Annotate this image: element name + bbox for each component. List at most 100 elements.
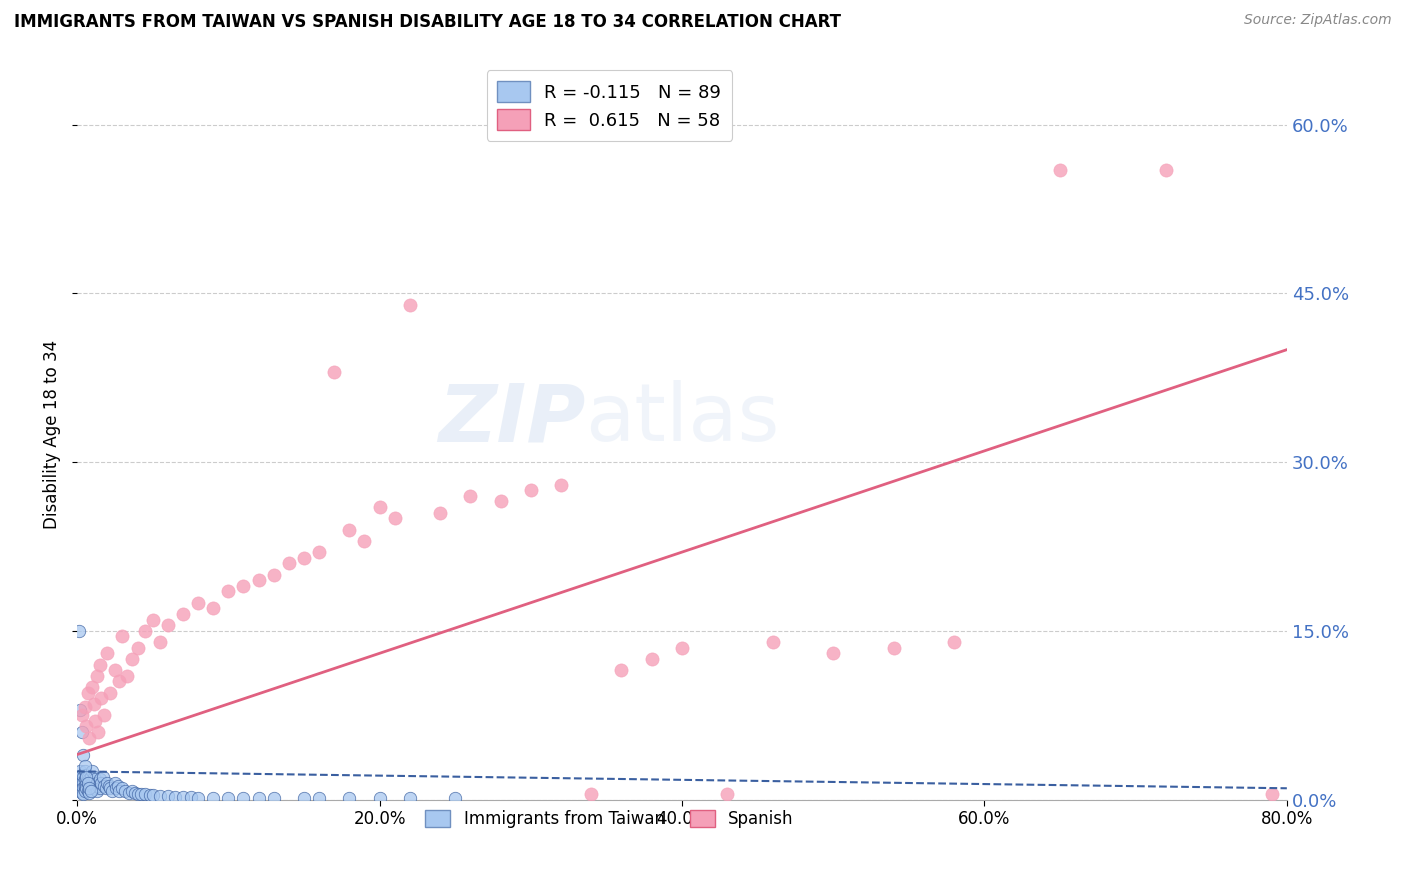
- Point: [75, 775, 97, 789]
- Point: [308, 545, 330, 559]
- Point: [337, 791, 360, 805]
- Point: [716, 787, 738, 801]
- Point: [76, 775, 98, 789]
- Point: [70, 725, 93, 739]
- Point: [671, 640, 693, 655]
- Point: [73, 764, 96, 779]
- Point: [121, 783, 143, 797]
- Point: [77, 772, 100, 787]
- Point: [70, 708, 93, 723]
- Text: IMMIGRANTS FROM TAIWAN VS SPANISH DISABILITY AGE 18 TO 34 CORRELATION CHART: IMMIGRANTS FROM TAIWAN VS SPANISH DISABI…: [14, 13, 841, 31]
- Point: [823, 646, 845, 660]
- Point: [292, 550, 315, 565]
- Point: [82, 680, 104, 694]
- Point: [75, 770, 97, 784]
- Point: [104, 775, 127, 789]
- Point: [76, 770, 98, 784]
- Point: [89, 781, 111, 796]
- Point: [82, 775, 104, 789]
- Point: [165, 790, 187, 805]
- Point: [368, 500, 391, 515]
- Point: [69, 702, 91, 716]
- Point: [610, 663, 633, 677]
- Text: ZIP: ZIP: [437, 380, 585, 458]
- Point: [72, 770, 94, 784]
- Point: [67, 624, 90, 638]
- Point: [138, 788, 160, 802]
- Point: [89, 772, 111, 787]
- Legend: Immigrants from Taiwan, Spanish: Immigrants from Taiwan, Spanish: [419, 804, 800, 835]
- Text: Source: ZipAtlas.com: Source: ZipAtlas.com: [1244, 13, 1392, 28]
- Point: [72, 781, 94, 796]
- Point: [70, 768, 93, 782]
- Point: [368, 791, 391, 805]
- Point: [263, 567, 285, 582]
- Point: [90, 775, 112, 789]
- Point: [121, 652, 143, 666]
- Text: atlas: atlas: [585, 380, 779, 458]
- Point: [73, 759, 96, 773]
- Point: [115, 669, 138, 683]
- Point: [98, 781, 121, 796]
- Point: [104, 663, 127, 677]
- Point: [87, 779, 110, 793]
- Point: [105, 781, 128, 796]
- Point: [76, 783, 98, 797]
- Point: [86, 669, 108, 683]
- Point: [83, 781, 105, 796]
- Point: [73, 772, 96, 787]
- Point: [87, 725, 110, 739]
- Point: [277, 557, 299, 571]
- Point: [149, 635, 172, 649]
- Point: [114, 783, 136, 797]
- Point: [70, 781, 93, 796]
- Point: [117, 786, 139, 800]
- Point: [883, 640, 905, 655]
- Point: [1154, 162, 1177, 177]
- Point: [77, 779, 100, 793]
- Point: [108, 674, 131, 689]
- Point: [72, 787, 94, 801]
- Point: [247, 791, 270, 805]
- Point: [129, 787, 152, 801]
- Point: [581, 787, 603, 801]
- Point: [96, 775, 118, 789]
- Point: [398, 791, 420, 805]
- Point: [489, 494, 512, 508]
- Point: [97, 779, 120, 793]
- Point: [77, 781, 100, 796]
- Point: [458, 489, 481, 503]
- Point: [80, 783, 103, 797]
- Point: [232, 579, 254, 593]
- Point: [73, 783, 96, 797]
- Point: [124, 786, 146, 800]
- Point: [91, 770, 114, 784]
- Point: [69, 772, 91, 787]
- Point: [232, 791, 254, 805]
- Point: [134, 787, 156, 801]
- Point: [96, 646, 118, 660]
- Point: [353, 533, 375, 548]
- Point: [77, 731, 100, 745]
- Point: [111, 781, 134, 796]
- Point: [72, 747, 94, 762]
- Point: [94, 781, 117, 796]
- Point: [83, 697, 105, 711]
- Point: [89, 657, 111, 672]
- Point: [943, 635, 966, 649]
- Point: [337, 523, 360, 537]
- Point: [111, 630, 134, 644]
- Point: [308, 791, 330, 805]
- Point: [156, 618, 179, 632]
- Point: [93, 708, 115, 723]
- Point: [1260, 787, 1282, 801]
- Point: [84, 714, 107, 728]
- Point: [187, 596, 209, 610]
- Point: [86, 775, 108, 789]
- Point: [76, 686, 98, 700]
- Point: [142, 788, 165, 802]
- Point: [84, 772, 107, 787]
- Point: [172, 790, 194, 805]
- Point: [202, 601, 225, 615]
- Point: [73, 700, 96, 714]
